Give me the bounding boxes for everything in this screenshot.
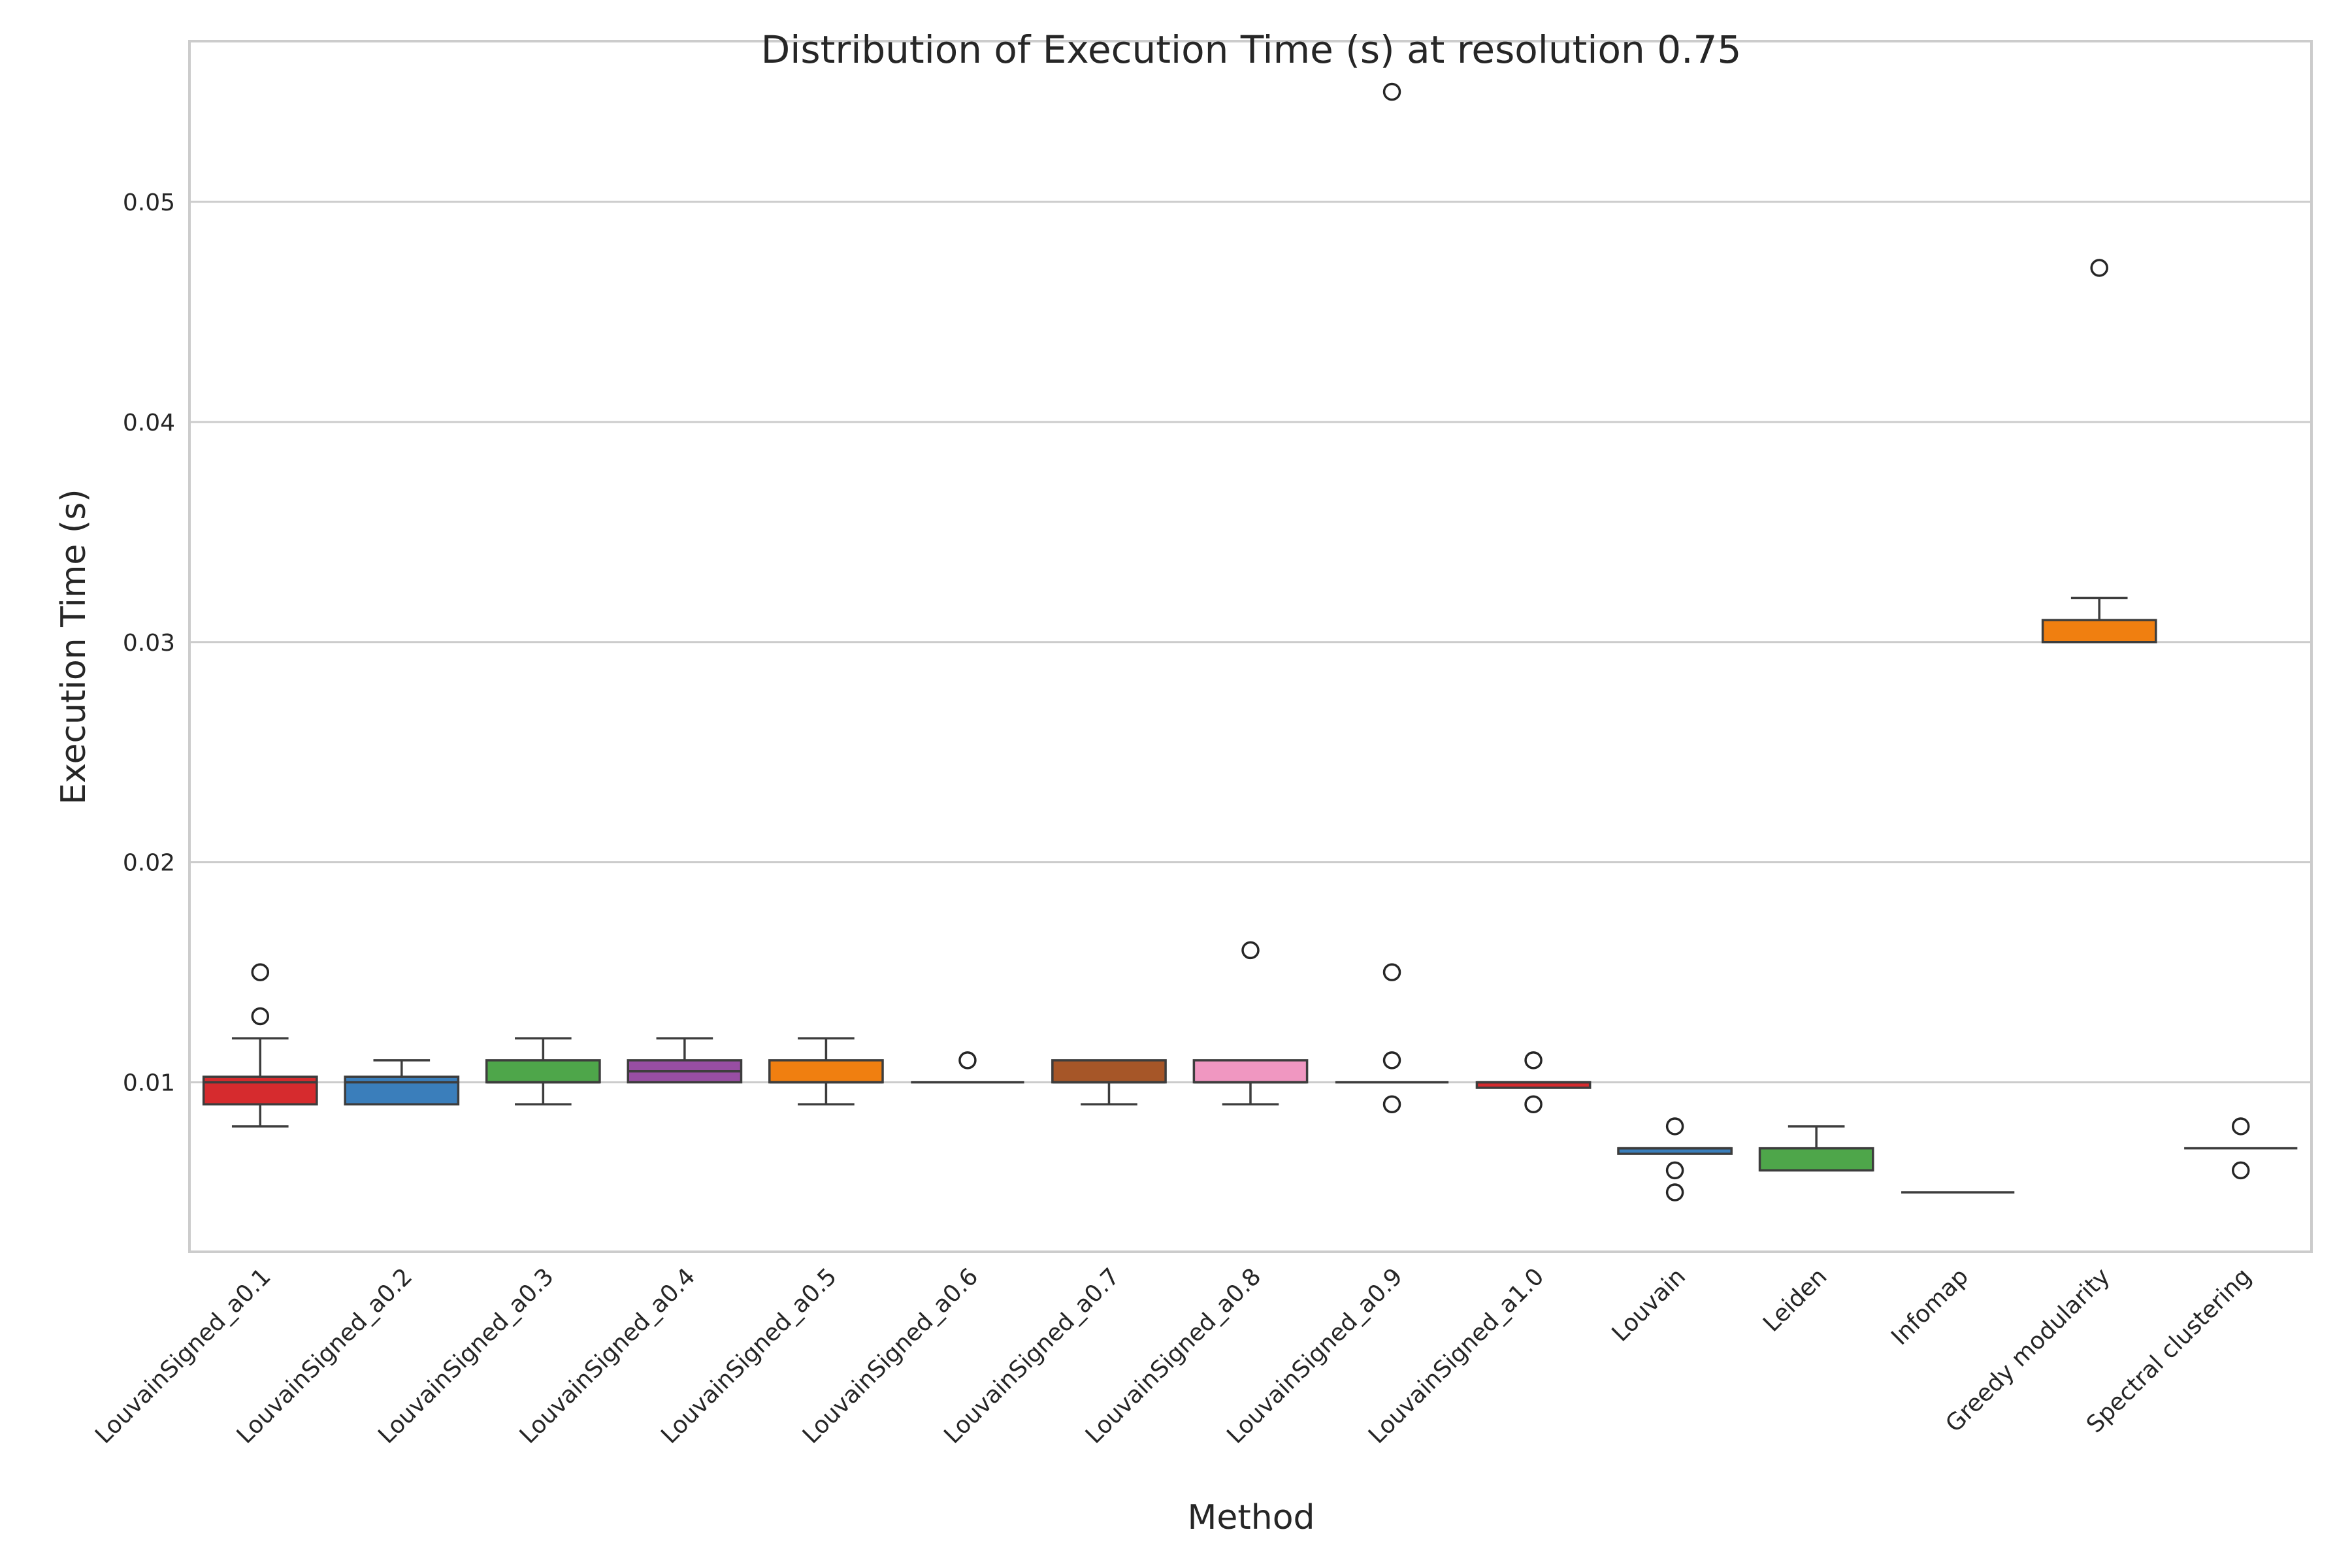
box-group (1335, 82, 1449, 1114)
box-group (202, 963, 318, 1128)
boxes-layer (202, 82, 2298, 1201)
iqr-box (1758, 1147, 1874, 1172)
outlier-point (1382, 82, 1401, 101)
box-group (1758, 1125, 1874, 1172)
outlier-point (1524, 1095, 1543, 1114)
outlier-point (1382, 1051, 1401, 1070)
outlier-point (2231, 1161, 2250, 1180)
y-tick-label: 0.04 (123, 410, 175, 436)
y-tick-label: 0.03 (123, 630, 175, 657)
outlier-point (1382, 963, 1401, 981)
box-group (911, 1051, 1024, 1084)
outlier-point (251, 963, 270, 981)
y-tick-label: 0.02 (123, 850, 175, 877)
grid-layer (189, 201, 2311, 1084)
box-group (2184, 1117, 2298, 1180)
chart-title: Distribution of Execution Time (s) at re… (761, 27, 1742, 72)
iqr-box (2041, 619, 2157, 644)
y-axis-label: Execution Time (s) (54, 489, 93, 804)
outlier-point (1665, 1161, 1684, 1180)
iqr-box (344, 1075, 460, 1106)
outlier-point (1241, 941, 1260, 960)
y-tick-label: 0.01 (123, 1070, 175, 1097)
outlier-point (2090, 259, 2108, 277)
box-group (1617, 1117, 1733, 1201)
iqr-box (485, 1059, 601, 1084)
x-tick-label: Leiden (1758, 1263, 1832, 1337)
y-tick-labels: 0.01 0.02 0.03 0.04 0.05 (123, 189, 175, 1097)
box-group (344, 1059, 460, 1106)
box-group (768, 1037, 884, 1106)
outlier-point (958, 1051, 977, 1070)
box-group (1051, 1059, 1167, 1106)
x-tick-label: Infomap (1886, 1263, 1974, 1350)
outlier-point (1524, 1051, 1543, 1070)
iqr-box (202, 1075, 318, 1106)
plot-frame (188, 40, 2313, 1253)
box-group (2041, 259, 2157, 644)
y-tick-label: 0.05 (123, 189, 175, 216)
x-axis-label: Method (1187, 1498, 1315, 1537)
x-tick-label: Louvain (1607, 1263, 1691, 1347)
outlier-point (1665, 1117, 1684, 1135)
outlier-point (2231, 1117, 2250, 1135)
box-group (1192, 941, 1309, 1106)
box-group (627, 1037, 743, 1084)
outlier-point (251, 1007, 270, 1026)
iqr-box (768, 1059, 884, 1084)
box-group (1475, 1051, 1592, 1114)
x-tick-labels: LouvainSigned_a0.1LouvainSigned_a0.2Louv… (90, 1263, 2257, 1448)
box-group (485, 1037, 601, 1106)
iqr-box (1192, 1059, 1309, 1084)
outlier-point (1665, 1183, 1684, 1201)
outlier-point (1382, 1095, 1401, 1114)
iqr-box (1051, 1059, 1167, 1084)
